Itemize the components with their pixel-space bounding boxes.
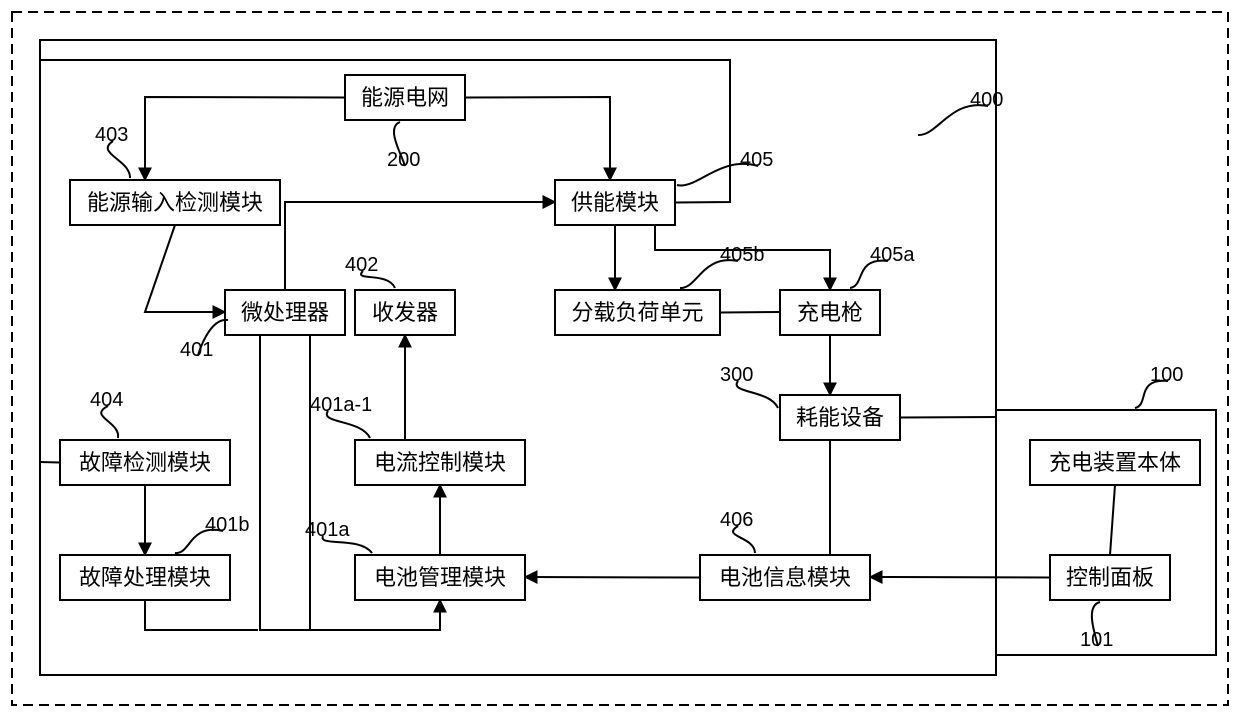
callout-num: 405b	[720, 244, 765, 266]
block-panel-label: 控制面板	[1066, 565, 1154, 590]
block-fault_det-label: 故障检测模块	[79, 450, 211, 475]
block-gun-label: 充电枪	[797, 300, 863, 325]
block-batt_mgmt-label: 电池管理模块	[374, 565, 506, 590]
block-consumer-label: 耗能设备	[796, 405, 884, 430]
callout-num: 405	[740, 149, 773, 171]
callout-num: 400	[970, 89, 1003, 111]
block-energy_in-label: 能源输入检测模块	[87, 190, 263, 215]
block-cur_ctrl-label: 电流控制模块	[374, 450, 506, 475]
callout-num: 401a	[305, 519, 350, 541]
block-batt_info-label: 电池信息模块	[719, 565, 851, 590]
callout-num: 405a	[870, 244, 915, 266]
block-body-label: 充电装置本体	[1049, 450, 1181, 475]
block-load_unit-label: 分载负荷单元	[571, 300, 703, 325]
callout-num: 401	[180, 339, 213, 361]
block-supply-label: 供能模块	[571, 190, 659, 215]
block-grid-label: 能源电网	[361, 85, 449, 110]
callout-lead	[108, 141, 130, 178]
block-fault_hdl-label: 故障处理模块	[79, 565, 211, 590]
callout-num: 401b	[205, 514, 250, 536]
callout-num: 401a-1	[310, 394, 372, 416]
block-trx-label: 收发器	[372, 300, 438, 325]
block-mcu-label: 微处理器	[241, 300, 329, 325]
